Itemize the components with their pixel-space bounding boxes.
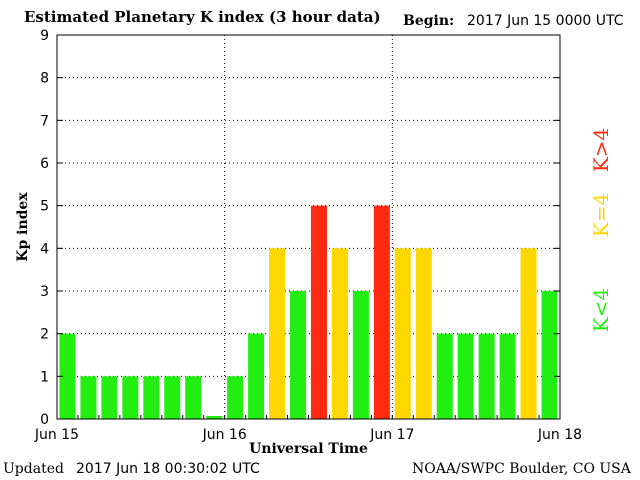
bar (290, 291, 307, 419)
bar (457, 333, 474, 419)
legend-item: K=4 (589, 193, 613, 237)
bar (248, 333, 265, 419)
bar (520, 248, 537, 419)
x-tick-label: Jun 17 (369, 427, 414, 443)
x-tick-label: Jun 15 (34, 427, 79, 443)
y-tick-label: 8 (40, 71, 49, 87)
legend: K<4 K=4 K>4 (589, 128, 613, 332)
y-tick-label: 7 (40, 113, 49, 129)
y-tick-label: 0 (40, 412, 49, 428)
source-credit: NOAA/SWPC Boulder, CO USA (412, 461, 631, 477)
x-tick-label: Jun 18 (537, 427, 582, 443)
y-tick-label: 9 (40, 28, 49, 44)
bar (227, 376, 244, 419)
bar (269, 248, 286, 419)
begin-label: Begin: (403, 13, 455, 29)
updated-value: 2017 Jun 18 00:30:02 UTC (76, 461, 260, 477)
legend-item: K<4 (589, 288, 613, 332)
bar (415, 248, 432, 419)
bar (206, 416, 223, 419)
grid-lines (57, 35, 560, 419)
y-tick-label: 1 (40, 369, 49, 385)
y-tick-label: 2 (40, 327, 49, 343)
bar (185, 376, 202, 419)
y-tick-label: 6 (40, 156, 49, 172)
bar (373, 205, 390, 419)
y-tick-label: 3 (40, 284, 49, 300)
bar (394, 248, 411, 419)
legend-item: K>4 (589, 128, 613, 172)
bar (59, 333, 76, 419)
bar (331, 248, 348, 419)
y-tick-label: 4 (40, 241, 49, 257)
x-tick-label: Jun 16 (202, 427, 247, 443)
bar (122, 376, 139, 419)
bar (310, 205, 327, 419)
bar (541, 291, 558, 419)
bar (478, 333, 495, 419)
bar (499, 333, 516, 419)
x-axis-label: Universal Time (249, 441, 368, 457)
bar (436, 333, 453, 419)
y-tick-label: 5 (40, 199, 49, 215)
bar (143, 376, 160, 419)
bar (352, 291, 369, 419)
bar (164, 376, 181, 419)
chart-title: Estimated Planetary K index (3 hour data… (24, 8, 381, 26)
updated-label: Updated (3, 461, 64, 477)
bars (59, 205, 558, 419)
begin-value: 2017 Jun 15 0000 UTC (467, 13, 624, 29)
x-axis-ticks: Jun 15 Jun 16 Jun 17 Jun 18 (34, 415, 582, 443)
y-axis-label: Kp index (15, 192, 31, 262)
bar (101, 376, 118, 419)
y-axis-ticks: 0 1 2 3 4 5 6 7 8 9 (40, 28, 560, 428)
bar (80, 376, 97, 419)
